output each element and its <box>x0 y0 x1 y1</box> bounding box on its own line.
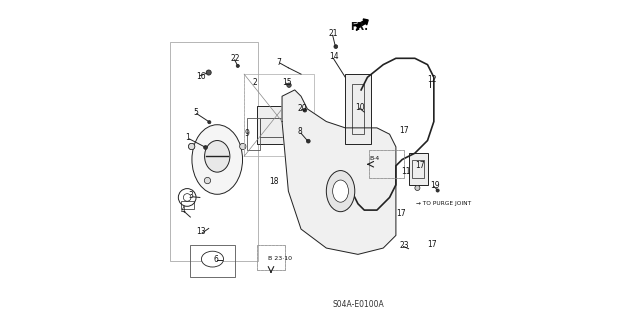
Bar <box>412 160 424 178</box>
Bar <box>260 118 285 137</box>
Bar <box>369 150 404 178</box>
Text: 9: 9 <box>244 129 249 138</box>
Text: 8: 8 <box>297 127 302 136</box>
Circle shape <box>204 145 207 149</box>
Text: 2: 2 <box>252 78 257 87</box>
Text: 17: 17 <box>396 209 406 218</box>
Text: B 23·10: B 23·10 <box>268 256 292 261</box>
Text: 7: 7 <box>276 58 281 67</box>
Text: 17: 17 <box>399 126 409 135</box>
Text: 3: 3 <box>189 191 194 200</box>
Circle shape <box>415 185 420 190</box>
Text: 12: 12 <box>428 75 437 84</box>
Text: 1: 1 <box>186 133 190 143</box>
Ellipse shape <box>333 180 348 202</box>
Text: 20: 20 <box>297 104 307 113</box>
Bar <box>247 118 260 150</box>
Bar <box>257 106 294 144</box>
Bar <box>170 42 259 261</box>
Ellipse shape <box>326 171 355 212</box>
FancyArrow shape <box>356 19 368 28</box>
Text: 19: 19 <box>430 181 440 190</box>
Text: 6: 6 <box>213 255 218 264</box>
Circle shape <box>334 45 338 48</box>
Text: 11: 11 <box>401 167 411 176</box>
Circle shape <box>236 64 239 68</box>
Ellipse shape <box>205 141 230 172</box>
Bar <box>408 153 428 185</box>
Text: S04A-E0100A: S04A-E0100A <box>333 300 385 309</box>
Circle shape <box>206 70 211 75</box>
Bar <box>351 84 364 134</box>
Circle shape <box>189 143 195 150</box>
Bar <box>346 74 371 144</box>
Text: 5: 5 <box>193 108 198 117</box>
Ellipse shape <box>192 125 243 194</box>
Text: 22: 22 <box>231 54 241 63</box>
Bar <box>257 245 285 270</box>
Text: 17: 17 <box>428 240 437 249</box>
Text: B·4: B·4 <box>369 156 380 161</box>
Circle shape <box>204 177 211 184</box>
Text: 4: 4 <box>180 206 185 215</box>
Text: 23: 23 <box>400 241 410 250</box>
Text: 14: 14 <box>330 52 339 61</box>
Text: 21: 21 <box>329 29 339 38</box>
Text: FR.: FR. <box>350 22 369 32</box>
Text: → TO PURGE JOINT: → TO PURGE JOINT <box>417 201 472 206</box>
Circle shape <box>303 108 307 112</box>
Bar <box>190 245 235 277</box>
Circle shape <box>436 189 439 192</box>
Text: 16: 16 <box>196 72 206 81</box>
Text: 10: 10 <box>355 102 364 112</box>
Circle shape <box>208 121 211 124</box>
Bar <box>244 74 314 156</box>
Circle shape <box>189 143 195 150</box>
Text: 17: 17 <box>415 161 424 170</box>
Text: 13: 13 <box>196 227 205 236</box>
Text: 15: 15 <box>282 78 292 86</box>
Circle shape <box>307 139 310 143</box>
Circle shape <box>239 143 246 150</box>
Polygon shape <box>282 90 396 254</box>
Bar <box>181 201 194 209</box>
Ellipse shape <box>202 251 223 267</box>
Circle shape <box>287 83 291 87</box>
Text: 18: 18 <box>269 176 279 186</box>
